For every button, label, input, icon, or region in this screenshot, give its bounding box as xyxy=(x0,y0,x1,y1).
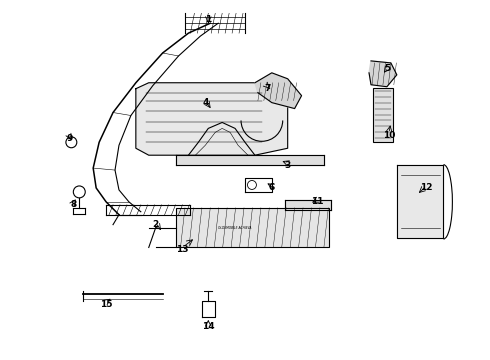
Text: 6: 6 xyxy=(269,184,275,193)
Text: 14: 14 xyxy=(202,322,215,331)
Text: 8: 8 xyxy=(70,200,76,209)
Polygon shape xyxy=(255,73,301,109)
Text: 4: 4 xyxy=(202,98,209,107)
Text: 15: 15 xyxy=(100,300,112,309)
Text: 5: 5 xyxy=(384,64,390,73)
Text: 1: 1 xyxy=(205,15,211,24)
Text: 9: 9 xyxy=(66,134,73,143)
Text: 12: 12 xyxy=(420,184,433,193)
Text: 2: 2 xyxy=(152,220,159,229)
Text: 7: 7 xyxy=(265,84,271,93)
Text: OLDSMOBILE ACHIEVA: OLDSMOBILE ACHIEVA xyxy=(219,226,252,230)
Text: 11: 11 xyxy=(311,197,324,206)
Polygon shape xyxy=(136,83,288,155)
Bar xyxy=(175,208,329,247)
Text: 3: 3 xyxy=(285,161,291,170)
Polygon shape xyxy=(369,61,397,87)
Text: 13: 13 xyxy=(176,245,189,254)
Polygon shape xyxy=(397,165,443,238)
Text: 10: 10 xyxy=(383,131,395,140)
Bar xyxy=(373,88,393,142)
